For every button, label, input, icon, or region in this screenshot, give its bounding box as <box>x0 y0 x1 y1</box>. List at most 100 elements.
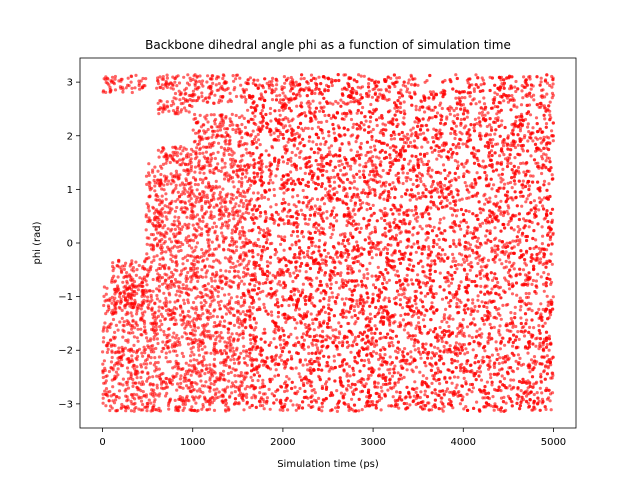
scatter-point <box>189 185 193 189</box>
scatter-point <box>231 209 235 214</box>
scatter-point <box>189 197 193 201</box>
scatter-point <box>171 150 175 154</box>
scatter-point <box>237 325 241 329</box>
scatter-point <box>223 349 227 353</box>
scatter-point <box>200 204 204 208</box>
scatter-point <box>131 381 135 385</box>
scatter-point <box>212 398 216 402</box>
scatter-point <box>134 381 138 385</box>
scatter-point <box>163 386 167 390</box>
scatter-point <box>200 196 204 200</box>
scatter-point <box>215 315 219 319</box>
scatter-point <box>201 216 205 220</box>
scatter-point <box>168 338 172 343</box>
scatter-point <box>156 76 160 80</box>
scatter-point <box>212 140 216 145</box>
scatter-point <box>227 211 231 216</box>
scatter-point <box>232 251 236 255</box>
scatter-point <box>135 365 139 369</box>
scatter-point <box>194 236 198 240</box>
scatter-point <box>226 223 231 228</box>
scatter-point <box>114 290 119 294</box>
scatter-point <box>137 79 141 83</box>
scatter-point <box>178 200 182 204</box>
scatter-point <box>211 272 215 276</box>
scatter-point <box>217 75 221 79</box>
scatter-point <box>240 225 245 230</box>
scatter-point <box>212 168 216 172</box>
scatter-point <box>230 112 234 116</box>
scatter-point <box>124 394 128 398</box>
scatter-point <box>210 395 214 399</box>
scatter-point <box>135 358 139 362</box>
scatter-point <box>155 178 160 182</box>
scatter-point <box>180 108 184 112</box>
scatter-point <box>173 153 177 157</box>
scatter-point <box>164 79 168 84</box>
scatter-point <box>159 328 163 332</box>
scatter-point <box>229 255 233 259</box>
scatter-point <box>189 288 194 292</box>
scatter-point <box>155 337 159 341</box>
scatter-point <box>199 389 203 394</box>
scatter-point <box>130 305 134 310</box>
scatter-point <box>217 390 221 394</box>
scatter-point <box>221 123 225 127</box>
scatter-point <box>111 385 115 389</box>
scatter-point <box>174 183 178 187</box>
scatter-point <box>201 181 205 185</box>
scatter-point <box>207 164 211 168</box>
scatter-point <box>161 340 165 344</box>
scatter-point <box>212 221 216 225</box>
scatter-point <box>232 217 236 221</box>
scatter-point <box>173 268 177 272</box>
scatter-point <box>226 303 230 307</box>
scatter-point <box>219 169 223 173</box>
scatter-point <box>157 155 161 159</box>
scatter-point <box>123 284 128 288</box>
scatter-point <box>129 409 133 413</box>
scatter-point <box>145 379 149 383</box>
scatter-point <box>194 116 198 121</box>
scatter-point <box>237 219 241 223</box>
scatter-point <box>251 306 255 310</box>
scatter-point <box>193 157 197 161</box>
scatter-point <box>234 300 238 305</box>
scatter-point <box>236 259 240 263</box>
scatter-point <box>169 313 173 317</box>
scatter-point <box>193 267 197 271</box>
scatter-point <box>239 198 243 202</box>
scatter-point <box>234 248 238 253</box>
scatter-point <box>187 363 191 367</box>
scatter-point <box>221 393 225 398</box>
scatter-point <box>204 136 208 140</box>
scatter-point <box>238 230 242 234</box>
scatter-point <box>105 329 109 333</box>
scatter-point <box>243 319 247 323</box>
scatter-point <box>152 403 156 408</box>
scatter-point <box>164 296 168 300</box>
scatter-point <box>126 286 130 290</box>
scatter-point <box>113 351 117 355</box>
scatter-point <box>137 263 141 268</box>
scatter-point <box>168 237 172 241</box>
scatter-point <box>187 83 191 87</box>
scatter-point <box>224 114 228 119</box>
scatter-point <box>194 401 198 405</box>
data-points <box>101 73 555 413</box>
scatter-point <box>147 171 151 175</box>
scatter-point <box>115 361 119 365</box>
scatter-point <box>116 284 120 288</box>
scatter-point <box>167 109 171 113</box>
scatter-point <box>187 93 191 98</box>
scatter-point <box>186 155 191 159</box>
scatter-point <box>173 209 178 213</box>
scatter-point <box>164 161 168 165</box>
scatter-point <box>179 163 183 167</box>
scatter-point <box>113 306 117 310</box>
scatter-point <box>231 261 235 265</box>
scatter-point <box>139 327 143 331</box>
scatter-point <box>181 242 185 247</box>
scatter-point <box>232 338 236 342</box>
